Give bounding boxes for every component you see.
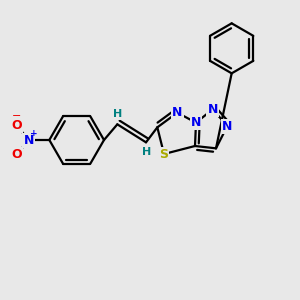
Text: N: N xyxy=(222,119,232,133)
Text: +: + xyxy=(29,129,37,138)
Text: N: N xyxy=(23,134,34,146)
Text: −: − xyxy=(12,111,21,121)
Text: S: S xyxy=(160,148,169,160)
Text: N: N xyxy=(208,103,218,116)
Text: N: N xyxy=(191,116,201,129)
Text: N: N xyxy=(172,106,182,119)
Text: H: H xyxy=(113,109,123,119)
Text: O: O xyxy=(11,119,22,132)
Text: O: O xyxy=(11,148,22,161)
Text: H: H xyxy=(142,147,151,157)
